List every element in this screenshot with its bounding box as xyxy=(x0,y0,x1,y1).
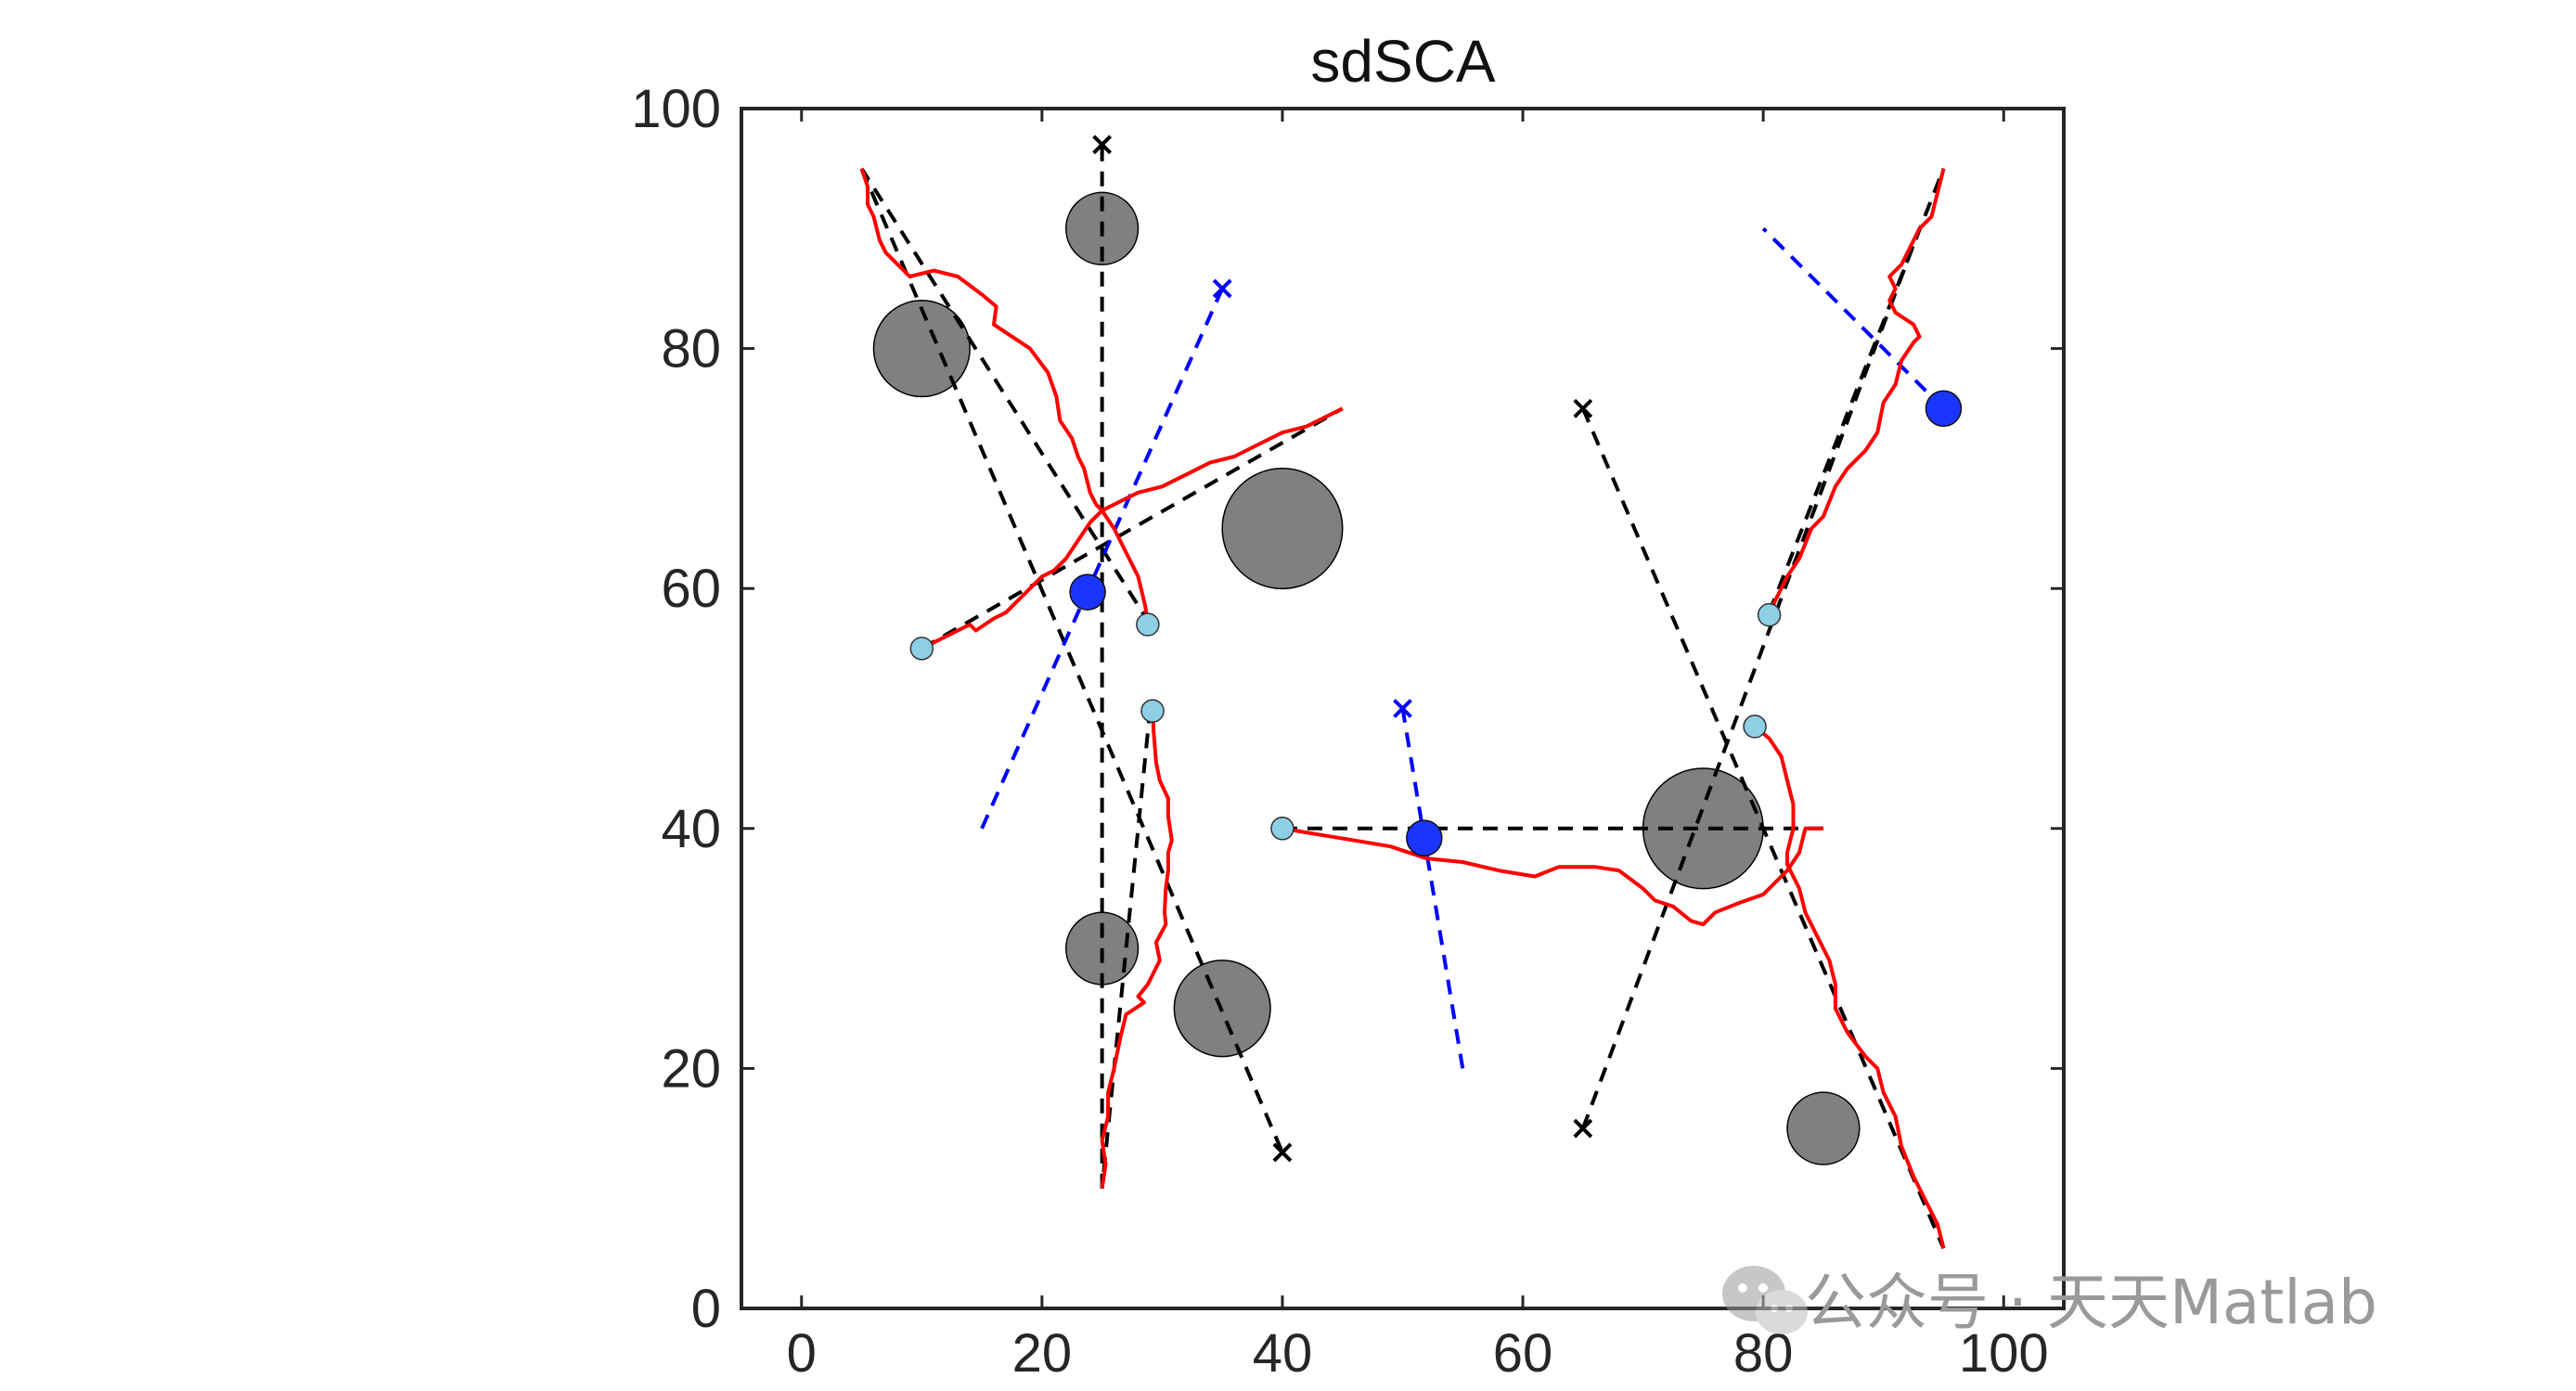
goal-marker-stroke xyxy=(1573,1118,1593,1139)
start-point-marker xyxy=(909,637,934,661)
x-tick-label: 60 xyxy=(1493,1323,1553,1384)
wechat-icon xyxy=(1722,1266,1808,1334)
dynamic-path-end-marker xyxy=(1212,278,1232,299)
dynamic-obstacle-path xyxy=(1761,226,1945,410)
planned-path-line xyxy=(921,406,1344,650)
dynamic-path-end-marker xyxy=(1393,699,1412,718)
x-tick-label: 20 xyxy=(1012,1323,1073,1384)
goal-marker-stroke xyxy=(1272,1142,1293,1163)
start-point-marker xyxy=(1270,817,1294,841)
start-point-marker xyxy=(1136,612,1160,637)
y-tick-label: 80 xyxy=(661,319,721,380)
dynamic-obstacle-path xyxy=(1400,708,1465,1069)
trajectory-line xyxy=(1100,710,1174,1189)
dynamic-obstacle-marker xyxy=(1069,573,1106,611)
planned-path-line xyxy=(1580,227,1922,1129)
obstacle-circle xyxy=(1221,468,1344,590)
goal-marker xyxy=(1092,135,1113,155)
chart-title: sdSCA xyxy=(1310,28,1496,95)
goal-marker xyxy=(1573,1118,1593,1139)
watermark: 公众号 · 天天Matlab xyxy=(1722,1266,2377,1338)
planned-path-line xyxy=(1580,407,1946,1250)
start-point-marker xyxy=(1757,602,1782,627)
y-tick-label: 100 xyxy=(631,79,721,139)
dynamic-obstacle-marker xyxy=(1925,390,1963,427)
dynamic-path-end-marker-stroke xyxy=(1212,278,1232,299)
x-tick-label: 0 xyxy=(787,1323,817,1384)
planned-path-line xyxy=(859,167,1284,1153)
trajectory-line xyxy=(1282,826,1823,927)
goal-marker-stroke xyxy=(1573,398,1593,419)
obstacle-circle xyxy=(872,300,971,398)
dynamic-path-end-marker-stroke xyxy=(1393,699,1412,718)
watermark-text: 公众号 · 天天Matlab xyxy=(1805,1267,2377,1338)
start-point-marker xyxy=(1743,715,1767,739)
trajectory-line xyxy=(1753,725,1946,1249)
x-tick-label: 40 xyxy=(1253,1323,1313,1384)
y-tick-label: 40 xyxy=(661,799,721,859)
dynamic-obstacle-marker xyxy=(1406,819,1443,856)
y-tick-label: 0 xyxy=(691,1279,721,1339)
axes-frame xyxy=(740,107,2066,1310)
x-tick-label: 100 xyxy=(1959,1323,2049,1384)
planned-path-line xyxy=(1100,708,1153,1189)
goal-marker xyxy=(1573,398,1593,419)
obstacle-circle xyxy=(1786,1091,1861,1166)
planned-path-line xyxy=(1767,167,1946,613)
start-point-marker xyxy=(1140,699,1165,723)
goal-marker-stroke xyxy=(1092,135,1113,155)
trajectory-line xyxy=(1767,168,1946,616)
y-tick-label: 60 xyxy=(661,559,721,619)
y-tick-label: 20 xyxy=(661,1038,721,1099)
trajectory-line xyxy=(921,406,1344,650)
trajectory-line xyxy=(859,168,1150,625)
goal-marker xyxy=(1272,1142,1293,1163)
